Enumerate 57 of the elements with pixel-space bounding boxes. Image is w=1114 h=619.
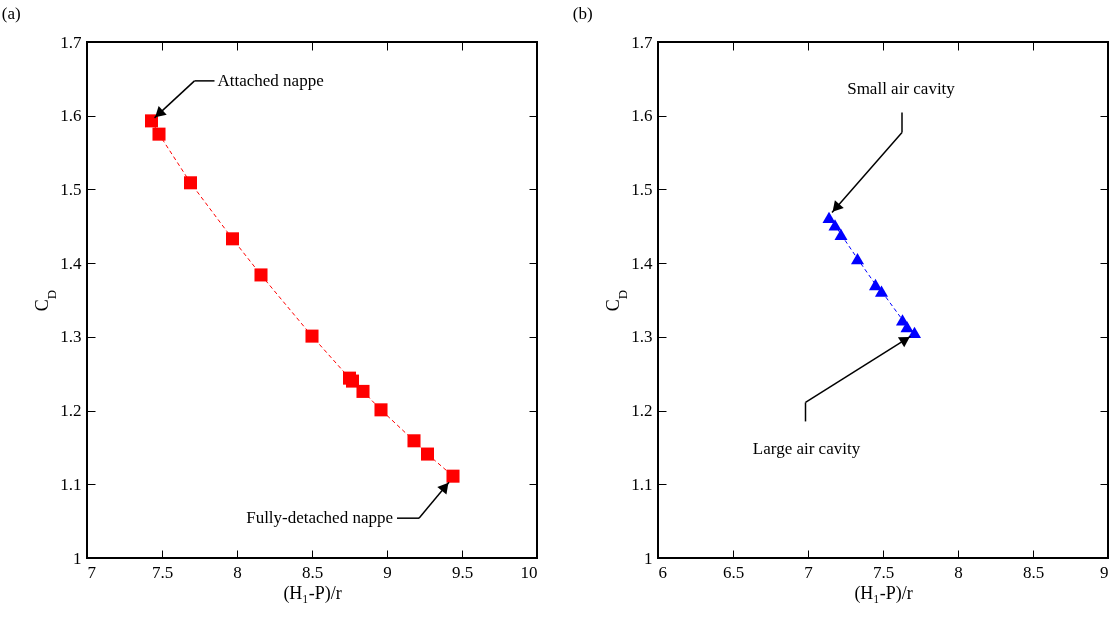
- x-tick-label: 9: [1100, 562, 1109, 582]
- y-tick-label: 1.6: [60, 106, 82, 126]
- point: [834, 228, 848, 241]
- x-axis-title: (H₁-P)/r: [854, 582, 913, 604]
- chart-title: (b): [572, 4, 593, 23]
- annotation: Fully-detached nappe: [246, 508, 393, 528]
- x-tick-label: 8: [233, 562, 242, 582]
- y-tick-label: 1.3: [60, 327, 82, 347]
- x-tick-label: 8.5: [301, 562, 324, 582]
- x-tick-label: 8: [954, 562, 963, 582]
- point: [356, 384, 370, 398]
- point: [420, 447, 435, 461]
- x-tick-label: 7: [804, 562, 814, 582]
- y-tick-label: 1.4: [631, 253, 653, 273]
- annotation: Small air cavity: [847, 79, 956, 99]
- y-tick-label: 1.5: [60, 179, 82, 199]
- point: [828, 219, 842, 231]
- point: [822, 211, 836, 224]
- point: [907, 326, 922, 339]
- y-tick-label: 1.6: [631, 106, 653, 126]
- point: [374, 403, 388, 417]
- point: [874, 285, 889, 297]
- y-tick-label: 1.4: [60, 253, 82, 273]
- x-tick-label: 6.5: [722, 562, 745, 582]
- x-axis-title: (H₁-P)/r: [283, 582, 342, 604]
- y-tick-label: 1.5: [631, 179, 653, 199]
- x-tick-label: 7.5: [872, 562, 895, 582]
- y-tick-label: 1.3: [631, 327, 653, 347]
- y-tick-label: 1: [73, 548, 82, 568]
- x-tick-label: 10: [520, 562, 538, 582]
- point: [225, 232, 240, 246]
- point: [305, 329, 319, 343]
- point: [183, 176, 198, 190]
- point: [144, 114, 159, 128]
- y-tick-label: 1.7: [631, 32, 653, 52]
- y-tick-label: 1.7: [60, 32, 82, 52]
- x-tick-label: 8.5: [1022, 562, 1045, 582]
- x-tick-label: 6: [658, 562, 667, 582]
- annotation: Large air cavity: [752, 439, 861, 459]
- y-tick-label: 1.2: [631, 401, 653, 421]
- y-tick-label: 1.2: [60, 401, 82, 421]
- point: [900, 320, 914, 333]
- point: [407, 434, 421, 448]
- annotation: Attached nappe: [217, 70, 324, 90]
- x-tick-label: 7: [87, 562, 97, 582]
- chart-title: (a): [1, 4, 21, 23]
- point: [868, 278, 883, 291]
- point: [254, 268, 268, 282]
- y-tick-label: 1.1: [631, 474, 653, 494]
- x-tick-label: 9.5: [451, 562, 474, 582]
- y-tick-label: 1.1: [60, 474, 82, 494]
- point: [152, 127, 166, 141]
- point: [446, 469, 460, 483]
- y-tick-label: 1: [644, 548, 653, 568]
- x-tick-label: 9: [383, 562, 392, 582]
- point: [850, 253, 865, 265]
- x-tick-label: 7.5: [151, 562, 174, 582]
